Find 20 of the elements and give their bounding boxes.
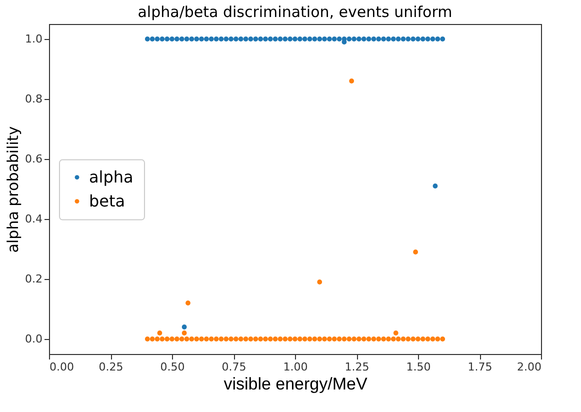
y-tick-label: 0.0: [25, 332, 42, 346]
y-tick-label: 0.2: [25, 272, 42, 286]
x-tick-label: 1.75: [468, 360, 492, 374]
legend-label: beta: [89, 191, 126, 210]
y-tick-label: 0.6: [25, 152, 42, 166]
x-tick-label: 1.25: [344, 360, 370, 374]
y-tick-label: 1.0: [25, 32, 42, 46]
x-axis-title: visible energy/MeV: [224, 374, 368, 394]
legend-label: alpha: [89, 167, 134, 186]
y-axis-title: alpha probability: [4, 126, 22, 253]
y-tick-label: 0.4: [25, 212, 42, 226]
x-tick-label: 0.75: [222, 360, 246, 374]
x-tick-label: 1.50: [406, 360, 431, 374]
x-tick-label: 0.50: [160, 360, 185, 374]
chart-title: alpha/beta discrimination, events uniform: [138, 3, 452, 21]
x-tick-label: 1.00: [283, 360, 308, 374]
x-tick-label: 0.00: [50, 360, 74, 374]
x-tick-label: 0.25: [98, 360, 124, 374]
y-tick-label: 0.8: [25, 92, 42, 106]
x-tick-label: 2.00: [517, 360, 542, 374]
